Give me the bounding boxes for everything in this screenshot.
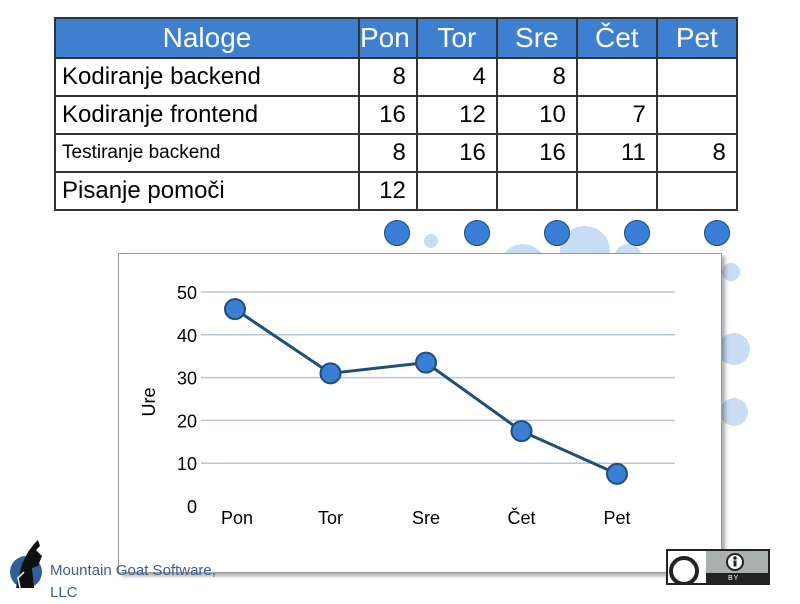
x-tick-label: Tor <box>318 508 343 528</box>
y-tick-label: 20 <box>177 411 197 431</box>
x-tick-label: Čet <box>507 507 535 528</box>
data-point <box>319 362 342 385</box>
series-line <box>234 307 618 476</box>
day-column-header: Tor <box>415 17 498 59</box>
deco-circle <box>384 220 410 246</box>
hours-cell <box>655 95 738 135</box>
hours-cell: 10 <box>495 95 578 135</box>
hours-cell: 11 <box>575 133 658 173</box>
day-column-header: Pon <box>358 17 418 59</box>
task-name: Testiranje backend <box>54 133 360 173</box>
data-point <box>606 462 628 485</box>
day-column-header: Sre <box>495 17 578 59</box>
table-row: Kodiranje backend 8 4 8 <box>54 57 738 97</box>
deco-circle <box>544 220 570 246</box>
hours-cell <box>495 171 578 211</box>
table-row: Kodiranje frontend 16 12 10 7 <box>54 95 738 135</box>
y-tick-label: 40 <box>177 326 197 346</box>
company-name-line: LLC <box>50 584 78 601</box>
table-header-row: Naloge Pon Tor Sre Čet Pet <box>54 17 738 59</box>
y-tick-label: 30 <box>177 369 197 389</box>
x-tick-label: Pet <box>603 508 630 528</box>
y-tick-label: 10 <box>177 454 197 474</box>
day-column-header: Pet <box>655 17 738 59</box>
task-name: Pisanje pomoči <box>54 171 360 211</box>
y-tick-label: 0 <box>187 497 197 517</box>
deco-circle <box>722 263 740 281</box>
deco-circle <box>718 333 750 365</box>
company-name: Mountain Goat Software, LLC <box>50 560 216 604</box>
hours-cell: 8 <box>495 57 578 97</box>
task-column-header: Naloge <box>54 17 360 59</box>
data-point <box>224 298 246 321</box>
hours-cell <box>415 171 498 211</box>
task-name: Kodiranje backend <box>54 57 360 97</box>
hours-cell: 12 <box>358 171 418 211</box>
hours-cell <box>575 171 658 211</box>
hours-cell: 8 <box>655 133 738 173</box>
company-name-line: Mountain Goat Software, <box>50 562 216 579</box>
hours-cell: 16 <box>415 133 498 173</box>
deco-circle <box>424 234 438 248</box>
burndown-chart-panel: 0 10 20 30 40 50 Ure Pon Tor Sre Čet Pet <box>118 253 722 573</box>
hours-cell: 8 <box>358 57 418 97</box>
hours-cell: 16 <box>358 95 418 135</box>
burndown-chart: 0 10 20 30 40 50 Ure Pon Tor Sre Čet Pet <box>139 283 675 528</box>
cc-license-badge: BY <box>666 549 770 586</box>
deco-circle <box>624 220 650 246</box>
deco-circle <box>464 220 490 246</box>
hours-cell: 4 <box>415 57 498 97</box>
data-point <box>415 351 437 374</box>
deco-circle <box>720 398 748 426</box>
table-row: Testiranje backend 8 16 16 11 8 <box>54 133 738 173</box>
task-name: Kodiranje frontend <box>54 95 360 135</box>
cc-by-icon <box>668 551 768 586</box>
x-tick-label: Pon <box>221 508 253 528</box>
hours-cell <box>655 57 738 97</box>
y-axis-label: Ure <box>139 387 159 416</box>
table-row: Pisanje pomoči 12 <box>54 171 738 211</box>
goat-logo-icon <box>10 540 42 589</box>
license-label: BY <box>728 575 740 582</box>
x-tick-label: Sre <box>412 508 440 528</box>
hours-cell <box>575 57 658 97</box>
day-column-header: Čet <box>575 17 658 59</box>
y-tick-label: 50 <box>177 283 197 303</box>
hours-cell: 7 <box>575 95 658 135</box>
hours-cell: 8 <box>358 133 418 173</box>
hours-cell <box>655 171 738 211</box>
task-table: Naloge Pon Tor Sre Čet Pet Kodiranje bac… <box>54 17 738 211</box>
hours-cell: 12 <box>415 95 498 135</box>
data-point <box>510 420 533 443</box>
deco-circle <box>704 220 730 246</box>
hours-cell: 16 <box>495 133 578 173</box>
